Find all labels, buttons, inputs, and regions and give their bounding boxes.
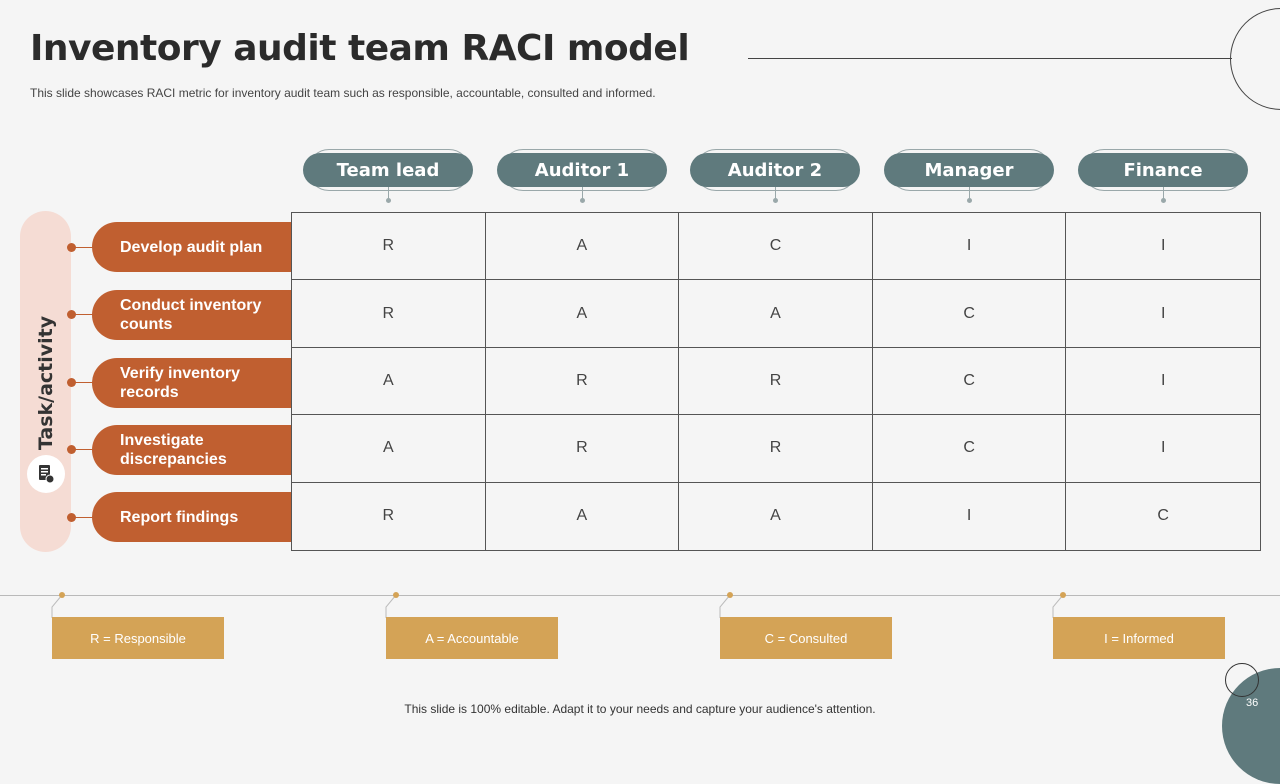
role-header: Auditor 2 — [690, 153, 860, 187]
role-header: Auditor 1 — [497, 153, 667, 187]
decorative-small-circle — [1225, 663, 1259, 697]
legend-dot — [727, 592, 733, 598]
role-dot — [773, 198, 778, 203]
task-connector — [72, 314, 94, 315]
task-dot — [67, 310, 76, 319]
task-dot — [67, 445, 76, 454]
raci-cell: I — [872, 213, 1067, 281]
page-number: 36 — [1246, 697, 1259, 709]
role-header: Finance — [1078, 153, 1248, 187]
checklist-icon — [27, 455, 65, 493]
raci-cell: C — [872, 347, 1067, 416]
raci-cell: I — [1066, 348, 1260, 416]
checklist-icon-graphic — [39, 465, 55, 484]
raci-cell: A — [485, 213, 680, 281]
slide-footer: This slide is 100% editable. Adapt it to… — [404, 702, 876, 716]
raci-cell: A — [679, 482, 873, 550]
raci-cell: R — [679, 415, 873, 483]
raci-cell: C — [872, 280, 1067, 348]
legend-divider — [0, 595, 1280, 596]
role-connector — [1163, 187, 1164, 199]
raci-cell: I — [1066, 280, 1260, 348]
task-connector — [72, 517, 94, 518]
raci-cell: R — [292, 280, 486, 348]
raci-cell: R — [679, 347, 873, 416]
raci-cell: R — [292, 213, 486, 281]
task-label: Investigate discrepancies — [92, 425, 292, 475]
role-dot — [1161, 198, 1166, 203]
role-dot — [967, 198, 972, 203]
legend-item: C = Consulted — [720, 617, 892, 659]
legend-item: A = Accountable — [386, 617, 558, 659]
legend-item: I = Informed — [1053, 617, 1225, 659]
raci-cell: C — [872, 415, 1067, 483]
raci-cell: I — [1066, 415, 1260, 483]
task-activity-sidebar — [20, 211, 71, 552]
task-connector — [72, 449, 94, 450]
title-divider — [748, 58, 1232, 59]
legend-item: R = Responsible — [52, 617, 224, 659]
raci-cell: R — [292, 482, 486, 550]
legend-dot — [1060, 592, 1066, 598]
role-connector — [969, 187, 970, 199]
role-connector — [582, 187, 583, 199]
role-connector — [388, 187, 389, 199]
legend-dot — [59, 592, 65, 598]
task-dot — [67, 378, 76, 387]
task-dot — [67, 243, 76, 252]
task-label: Develop audit plan — [92, 222, 292, 272]
raci-cell: C — [679, 213, 873, 281]
task-label: Verify inventory records — [92, 358, 292, 408]
role-dot — [386, 198, 391, 203]
raci-cell: A — [292, 347, 486, 416]
slide-subtitle: This slide showcases RACI metric for inv… — [30, 86, 656, 100]
raci-cell: I — [1066, 213, 1260, 281]
task-label: Conduct inventory counts — [92, 290, 292, 340]
role-header: Manager — [884, 153, 1054, 187]
raci-cell: A — [292, 415, 486, 483]
decorative-circle — [1230, 8, 1280, 110]
sidebar-label: Task/activity — [35, 315, 57, 451]
raci-cell: A — [486, 482, 680, 550]
raci-cell: I — [873, 482, 1067, 550]
raci-cell: R — [485, 415, 680, 483]
raci-cell: C — [1157, 507, 1169, 525]
task-dot — [67, 513, 76, 522]
legend-dot — [393, 592, 399, 598]
raci-table: R A C I I R A A C I A R R C I A R R C I … — [291, 212, 1261, 551]
role-header: Team lead — [303, 153, 473, 187]
raci-cell: A — [679, 280, 873, 348]
role-dot — [580, 198, 585, 203]
legend-connectors — [51, 594, 1064, 618]
role-connector — [775, 187, 776, 199]
raci-cell: A — [485, 280, 680, 348]
task-label: Report findings — [92, 492, 292, 542]
task-connector — [72, 247, 94, 248]
task-connector — [72, 382, 94, 383]
slide-title: Inventory audit team RACI model — [30, 28, 690, 69]
raci-cell: R — [485, 347, 680, 416]
